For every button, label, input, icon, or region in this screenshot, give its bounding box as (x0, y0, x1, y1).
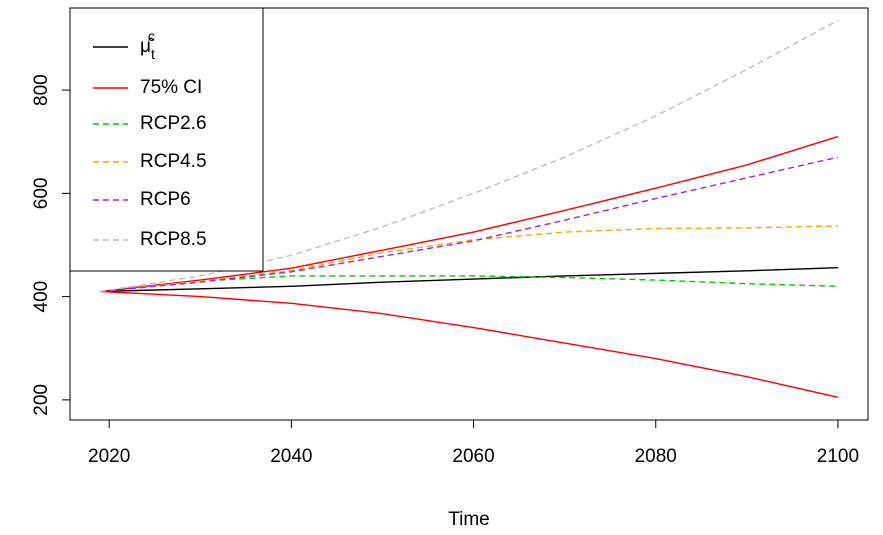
y-tick-label: 400 (31, 281, 52, 313)
y-tick-label: 200 (31, 384, 52, 416)
legend-label: RCP2.6 (140, 113, 207, 134)
legend-label: 75% CI (140, 77, 202, 98)
y-tick-label: 800 (31, 74, 52, 106)
legend: μ̂tc 75% CI RCP2.6 RCP4.5 RCP6 RCP8.5 (69, 7, 264, 272)
x-tick-label: 2040 (270, 446, 312, 467)
line (99, 156, 839, 293)
y-tick-label: 600 (31, 177, 52, 209)
line (100, 290, 839, 398)
legend-label: RCP8.5 (140, 229, 207, 250)
x-tick-label: 2100 (817, 446, 859, 467)
line (99, 135, 839, 293)
line (100, 266, 838, 293)
x-axis-label: Time (448, 509, 490, 530)
x-tick-label: 2060 (452, 446, 494, 467)
x-tick-label: 2020 (88, 446, 130, 467)
legend-box (69, 7, 264, 272)
legend-label: μ̂tc (140, 28, 155, 62)
legend-label: RCP4.5 (140, 151, 207, 172)
x-tick-label: 2080 (635, 446, 677, 467)
plot-area (99, 19, 839, 398)
line (99, 225, 838, 293)
legend-label: RCP6 (140, 189, 191, 210)
